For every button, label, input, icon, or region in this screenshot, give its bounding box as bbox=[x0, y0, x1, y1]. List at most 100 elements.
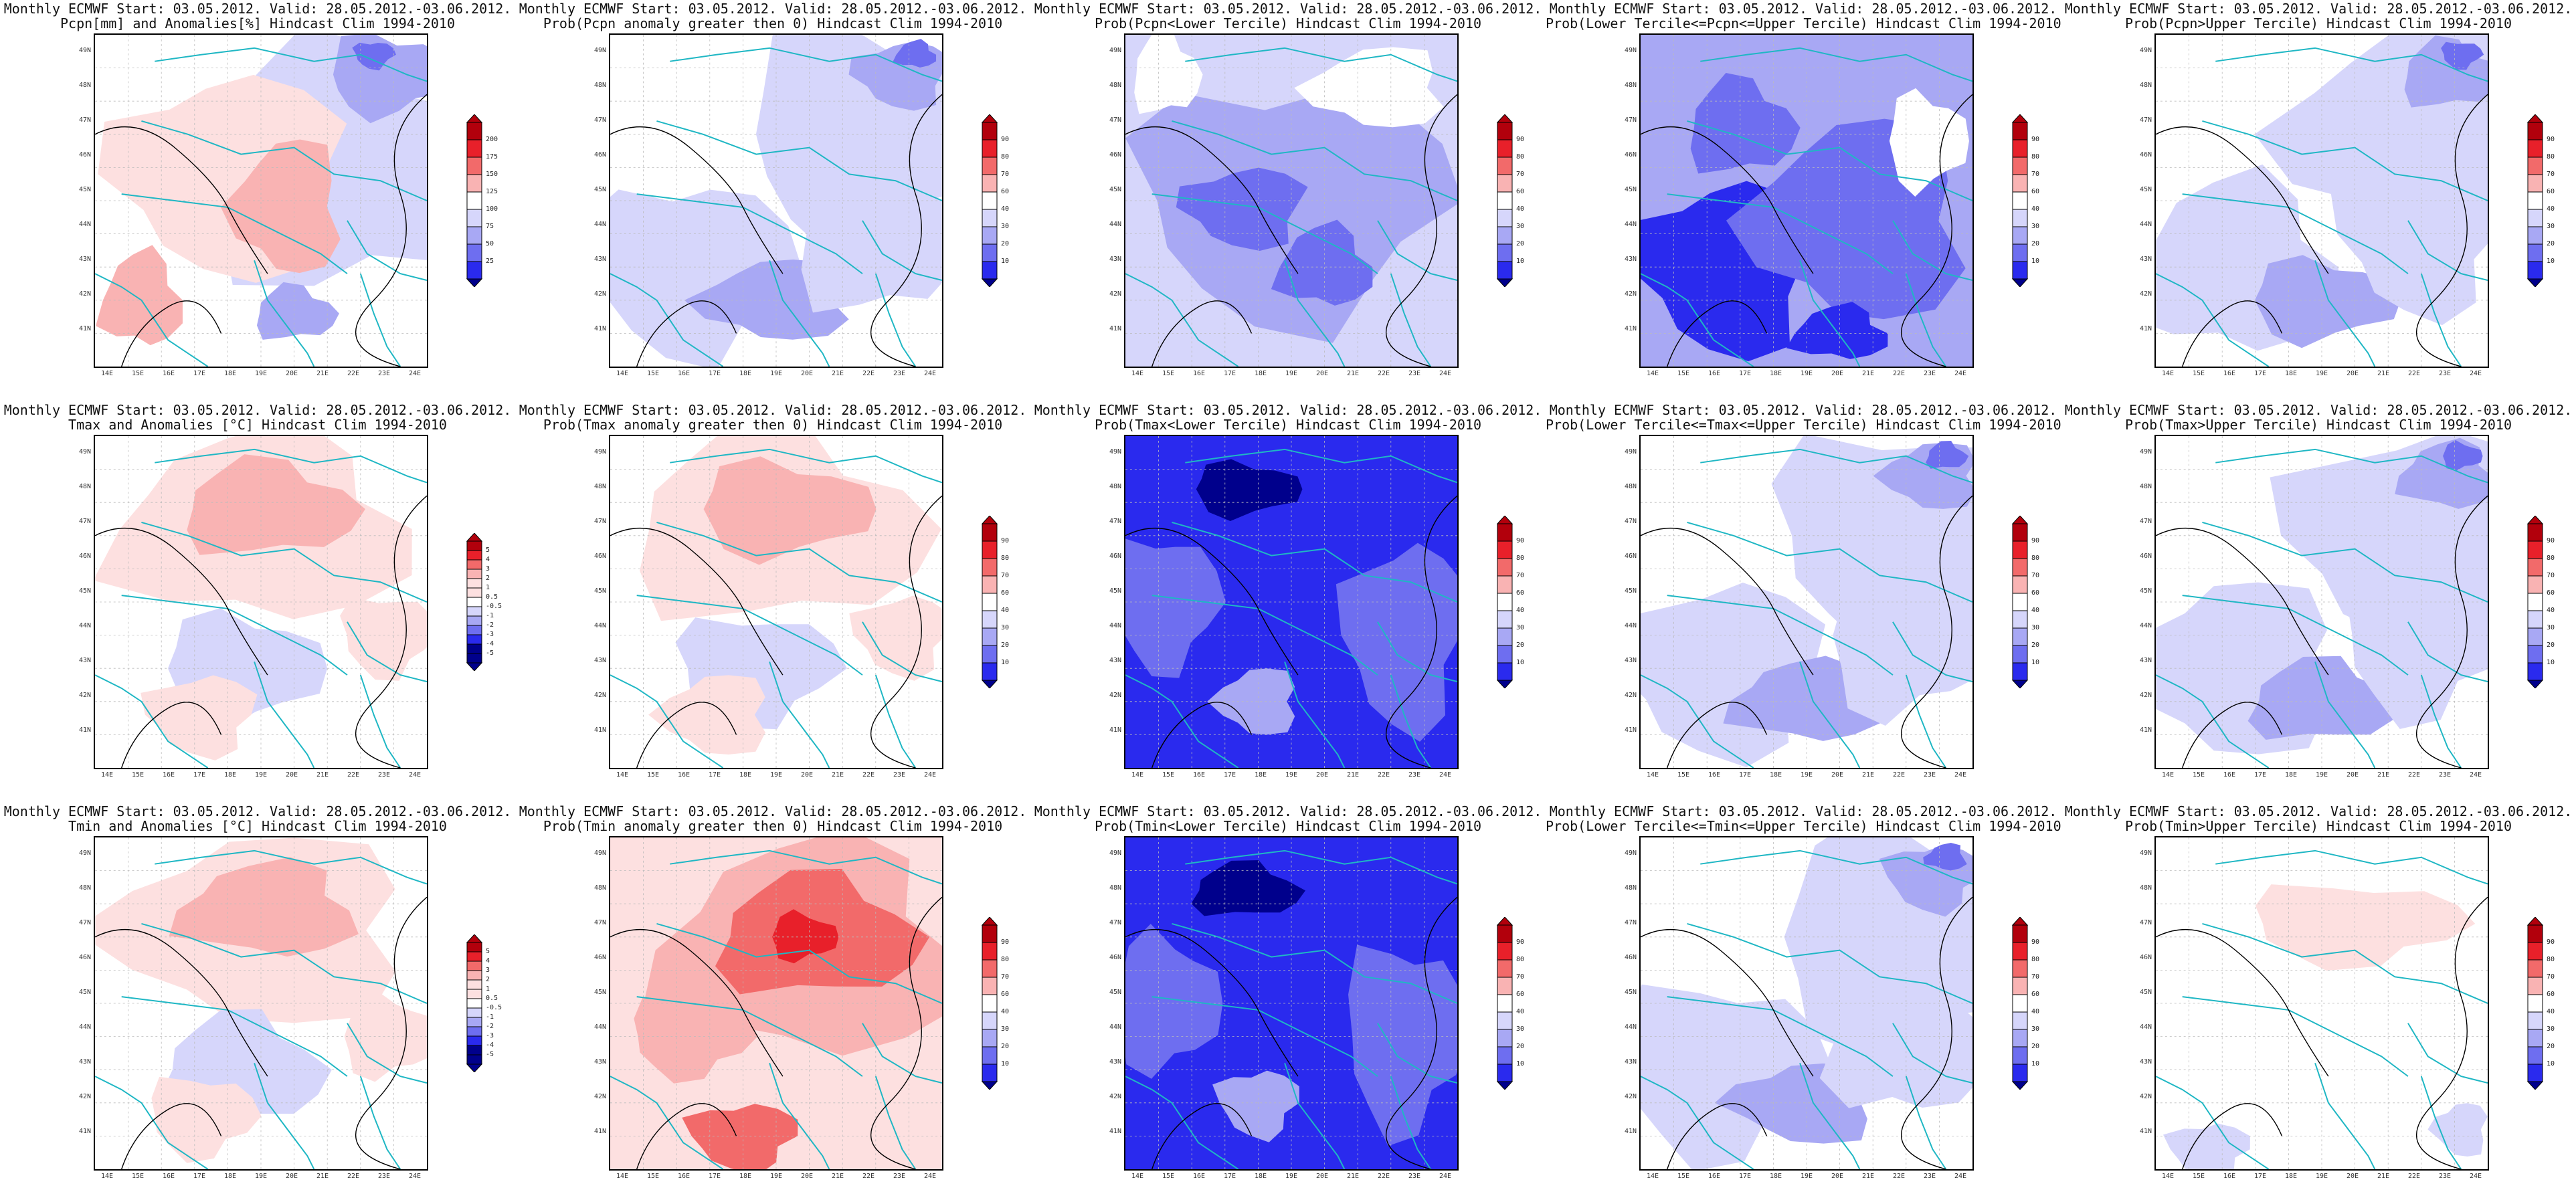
longitude-label: 18E bbox=[1769, 370, 1782, 377]
border-line bbox=[862, 621, 942, 683]
shaded-region bbox=[169, 857, 359, 957]
map-field-svg bbox=[610, 436, 942, 768]
contour-line bbox=[636, 1103, 737, 1169]
longitude-label: 15E bbox=[1162, 771, 1175, 779]
map-panel: Monthly ECMWF Start: 03.05.2012. Valid: … bbox=[2061, 401, 2576, 803]
panel-title-line2: Prob(Lower Tercile<=Tmax<=Upper Tercile)… bbox=[1546, 417, 2061, 433]
latitude-label: 48N bbox=[78, 82, 91, 89]
longitude-label: 18E bbox=[2284, 370, 2298, 377]
border-line bbox=[155, 849, 427, 885]
scale-band bbox=[982, 977, 998, 995]
scale-label: 80 bbox=[2031, 555, 2040, 562]
latitude-label: 43N bbox=[1624, 657, 1637, 664]
border-line bbox=[347, 220, 427, 282]
scale-band bbox=[2527, 243, 2543, 262]
scale-band bbox=[982, 924, 998, 943]
latitude-label: 47N bbox=[2139, 518, 2152, 525]
latitude-label: 46N bbox=[2139, 151, 2152, 159]
scale-label: 30 bbox=[1516, 624, 1525, 631]
scale-arrow-top bbox=[1496, 516, 1513, 524]
color-scale-svg bbox=[1496, 114, 1513, 287]
border-line bbox=[875, 674, 917, 768]
latitude-label: 48N bbox=[1109, 82, 1121, 89]
longitude-label: 21E bbox=[1861, 1173, 1875, 1180]
latitude-label: 47N bbox=[1624, 116, 1637, 124]
longitude-label: 19E bbox=[1285, 1173, 1298, 1180]
longitude-label: 15E bbox=[646, 1173, 660, 1180]
border-line bbox=[155, 47, 427, 82]
shaded-region bbox=[220, 139, 341, 274]
scale-arrow-bottom bbox=[2011, 1081, 2029, 1090]
scale-band bbox=[2012, 662, 2028, 681]
longitude-label: 15E bbox=[131, 370, 145, 377]
scale-band bbox=[982, 627, 998, 646]
scale-label: 80 bbox=[2031, 153, 2040, 161]
latitude-label: 46N bbox=[593, 151, 606, 159]
border-line bbox=[2314, 661, 2376, 768]
border-line bbox=[2156, 674, 2270, 768]
scale-label: 60 bbox=[1516, 991, 1525, 998]
scale-band bbox=[1497, 1011, 1513, 1030]
border-line bbox=[610, 273, 724, 367]
longitude-label: 15E bbox=[1162, 1173, 1175, 1180]
color-scale-bar: 90 80 70 60 40 30 20 10 bbox=[1495, 114, 1542, 287]
map-panel: Monthly ECMWF Start: 03.05.2012. Valid: … bbox=[0, 401, 515, 803]
scale-band bbox=[982, 226, 998, 245]
border-line bbox=[95, 674, 209, 768]
panel-title-line2: Prob(Pcpn>Upper Tercile) Hindcast Clim 1… bbox=[2125, 15, 2512, 31]
latitude-label: 43N bbox=[78, 256, 91, 263]
latitude-label: 48N bbox=[78, 884, 91, 892]
border-line bbox=[1377, 621, 1457, 683]
color-scale-svg bbox=[2526, 516, 2544, 688]
latitude-label: 46N bbox=[2139, 553, 2152, 560]
scale-band bbox=[2527, 994, 2543, 1013]
map-frame bbox=[94, 836, 428, 1171]
scale-band bbox=[2527, 540, 2543, 559]
color-scale-bar: 90 80 70 60 40 30 20 10 bbox=[980, 516, 1026, 688]
longitude-label: 21E bbox=[316, 370, 329, 377]
shaded-region bbox=[893, 39, 937, 68]
scale-label: 175 bbox=[486, 153, 498, 161]
border-line bbox=[1892, 220, 1972, 282]
map-frame bbox=[1639, 33, 1974, 368]
shaded-region bbox=[1176, 167, 1308, 251]
shaded-region bbox=[2427, 1103, 2488, 1157]
scale-band bbox=[1497, 924, 1513, 943]
scale-arrow-bottom bbox=[2526, 680, 2544, 688]
latitude-label: 47N bbox=[2139, 919, 2152, 926]
scale-arrow-top bbox=[1496, 917, 1513, 926]
shaded-region bbox=[2255, 884, 2476, 971]
scale-label: 80 bbox=[1001, 956, 1010, 963]
border-line bbox=[2407, 621, 2488, 683]
shaded-region bbox=[141, 675, 258, 761]
scale-band bbox=[466, 1054, 482, 1065]
longitude-label: 14E bbox=[100, 370, 114, 377]
latitude-label: 45N bbox=[593, 587, 606, 595]
scale-band bbox=[2012, 1046, 2028, 1065]
scale-label: -1 bbox=[486, 1013, 494, 1021]
scale-label: 60 bbox=[1001, 991, 1010, 998]
longitude-label: 14E bbox=[1131, 771, 1144, 779]
longitude-label: 20E bbox=[1831, 1173, 1844, 1180]
scale-band bbox=[2527, 977, 2543, 995]
latitude-label: 47N bbox=[1109, 116, 1121, 124]
scale-label: 40 bbox=[2031, 607, 2040, 614]
map-field-svg bbox=[610, 35, 942, 367]
scale-band bbox=[2012, 959, 2028, 978]
shaded-region bbox=[634, 997, 758, 1084]
longitude-label: 23E bbox=[377, 1173, 391, 1180]
longitude-label: 24E bbox=[2469, 370, 2482, 377]
longitude-label: 17E bbox=[193, 370, 206, 377]
longitude-label: 14E bbox=[1131, 370, 1144, 377]
scale-label: 70 bbox=[2031, 572, 2040, 579]
map-field-svg bbox=[95, 35, 427, 367]
scale-band bbox=[2012, 1029, 2028, 1047]
panel-title-line2: Prob(Pcpn anomaly greater then 0) Hindca… bbox=[543, 15, 1003, 31]
longitude-label: 17E bbox=[2253, 370, 2267, 377]
scale-label: 90 bbox=[2031, 938, 2040, 946]
contour-line bbox=[610, 528, 784, 676]
latitude-label: 41N bbox=[78, 1128, 91, 1135]
latitude-label: 43N bbox=[1109, 1058, 1121, 1066]
longitude-label: 24E bbox=[408, 370, 422, 377]
scale-label: 90 bbox=[2547, 938, 2555, 946]
